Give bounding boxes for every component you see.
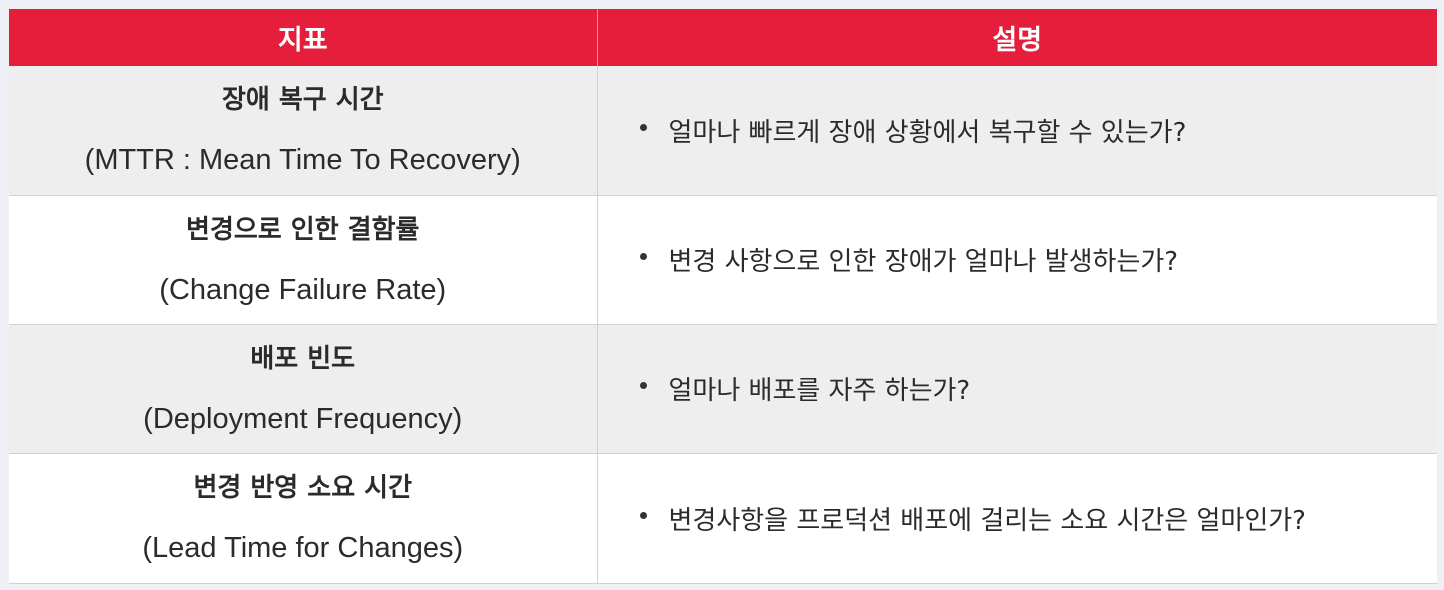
header-metric: 지표 <box>9 9 598 66</box>
description-cell: 변경 사항으로 인한 장애가 얼마나 발생하는가? <box>597 195 1437 325</box>
metric-name-ko: 변경 반영 소요 시간 <box>193 473 412 503</box>
description-text: 변경 사항으로 인한 장애가 얼마나 발생하는가? <box>668 247 1179 277</box>
metric-name-en: (Lead Time for Changes) <box>142 532 464 564</box>
table-row: 배포 빈도 (Deployment Frequency) 얼마나 배포를 자주 … <box>9 324 1437 454</box>
description-text: 얼마나 빠르게 장애 상황에서 복구할 수 있는가? <box>668 117 1187 148</box>
description-cell: 변경사항을 프로덕션 배포에 걸리는 소요 시간은 얼마인가? <box>597 453 1437 584</box>
bullet-icon <box>639 511 647 519</box>
metric-cell: 배포 빈도 (Deployment Frequency) <box>9 324 598 454</box>
header-description: 설명 <box>597 9 1437 66</box>
metric-cell: 변경 반영 소요 시간 (Lead Time for Changes) <box>9 453 598 584</box>
metric-name-ko: 배포 빈도 <box>250 343 356 374</box>
table-row: 변경으로 인한 결함률 (Change Failure Rate) 변경 사항으… <box>9 195 1437 325</box>
metric-name-ko: 장애 복구 시간 <box>221 85 384 116</box>
metric-name-en: (MTTR : Mean Time To Recovery) <box>84 144 521 177</box>
bullet-icon <box>639 382 647 389</box>
description-text: 얼마나 배포를 자주 하는가? <box>668 376 971 406</box>
description-cell: 얼마나 빠르게 장애 상황에서 복구할 수 있는가? <box>597 66 1437 196</box>
metrics-table: 지표 설명 장애 복구 시간 (MTTR : Mean Time To Reco… <box>9 9 1437 584</box>
bullet-icon <box>639 253 647 260</box>
metric-name-en: (Change Failure Rate) <box>159 273 447 306</box>
table-row: 장애 복구 시간 (MTTR : Mean Time To Recovery) … <box>9 66 1437 196</box>
table-row: 변경 반영 소요 시간 (Lead Time for Changes) 변경사항… <box>9 453 1437 584</box>
table-header-row: 지표 설명 <box>9 9 1437 66</box>
metrics-table-container: 지표 설명 장애 복구 시간 (MTTR : Mean Time To Reco… <box>9 9 1437 584</box>
description-cell: 얼마나 배포를 자주 하는가? <box>597 324 1437 454</box>
metric-name-ko: 변경으로 인한 결함률 <box>186 214 420 245</box>
metric-cell: 장애 복구 시간 (MTTR : Mean Time To Recovery) <box>9 66 598 196</box>
metric-name-en: (Deployment Frequency) <box>143 402 463 435</box>
metric-cell: 변경으로 인한 결함률 (Change Failure Rate) <box>9 195 598 325</box>
bullet-icon <box>639 123 647 131</box>
description-text: 변경사항을 프로덕션 배포에 걸리는 소요 시간은 얼마인가? <box>668 505 1306 536</box>
